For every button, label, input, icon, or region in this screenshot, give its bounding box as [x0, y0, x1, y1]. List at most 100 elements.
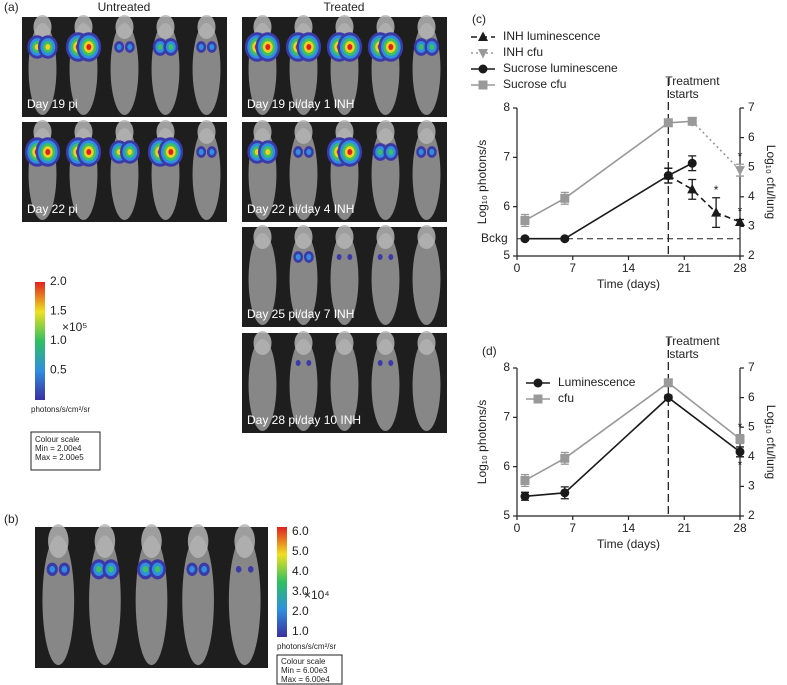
signal	[347, 44, 353, 50]
y2-axis-label: Log₁₀ cfu/lung	[764, 145, 778, 219]
y2-tick-label: 7	[748, 100, 755, 114]
signal	[377, 360, 383, 366]
image-label: Day 25 pi/day 7 INH	[247, 307, 354, 321]
marker	[560, 488, 570, 498]
signal	[388, 44, 394, 50]
scale-box-text: Min = 2.00e4	[35, 444, 82, 453]
colour-bar	[277, 527, 287, 637]
marker	[663, 171, 673, 181]
legend-label: Sucrose luminescene	[503, 61, 618, 75]
scale-unit: photons/s/cm²/sr	[277, 642, 336, 651]
signal	[86, 149, 92, 155]
marker	[663, 393, 673, 403]
signal	[388, 254, 394, 260]
scale-tick-label: 1.0	[292, 624, 309, 638]
signal	[127, 44, 133, 50]
series-line	[667, 174, 741, 223]
y-axis-label: Log₁₀ photons/s	[475, 400, 489, 484]
significance-note: *	[738, 149, 743, 163]
mouse-head	[94, 524, 116, 559]
scale-tick-label: 3.0	[292, 584, 309, 598]
colour-bar	[35, 282, 45, 400]
x-tick-label: 7	[569, 261, 576, 275]
significance-note: *	[714, 183, 719, 197]
signal	[86, 44, 92, 50]
signal	[295, 254, 301, 260]
signal	[429, 44, 435, 50]
series-line	[524, 162, 693, 240]
legend-marker	[478, 31, 488, 41]
legend-label: INH luminescence	[503, 29, 601, 43]
mouse-head	[115, 120, 134, 144]
image-label: Day 19 pi/day 1 INH	[247, 97, 354, 111]
scale-box-text: Max = 2.00e5	[35, 453, 84, 462]
x-axis-label: Time (days)	[597, 277, 660, 291]
scale-tick-label: 1.5	[50, 304, 67, 318]
significance-note: *	[738, 420, 743, 434]
y2-tick-label: 2	[748, 508, 755, 522]
signal	[116, 44, 122, 50]
series-line	[524, 396, 741, 498]
signal	[377, 254, 383, 260]
treatment-label: starts	[669, 87, 698, 101]
mouse	[412, 339, 441, 431]
mouse-head	[376, 120, 395, 144]
marker	[560, 453, 570, 463]
signal	[45, 44, 51, 50]
y-tick-label: 7	[503, 410, 510, 424]
marker	[663, 118, 673, 128]
y2-tick-label: 6	[748, 130, 755, 144]
mouse	[330, 339, 359, 431]
signal	[306, 360, 312, 366]
marker	[687, 116, 697, 126]
signal	[306, 254, 312, 260]
signal	[235, 565, 242, 573]
signal	[347, 254, 353, 260]
mouse-head	[335, 225, 354, 249]
scale-unit: photons/s/cm²/sr	[31, 405, 90, 414]
column-title: Untreated	[98, 0, 151, 14]
mouse-head	[335, 331, 354, 355]
marker	[520, 234, 530, 244]
significance-note: *	[738, 205, 743, 219]
mouse-head	[48, 524, 69, 559]
scale-tick-label: 2.0	[292, 604, 309, 618]
scale-tick-label: 5.0	[292, 544, 309, 558]
series-line	[691, 120, 741, 171]
y2-tick-label: 4	[748, 449, 755, 463]
x-axis-label: Time (days)	[597, 537, 660, 551]
y-tick-label: 8	[503, 100, 510, 114]
mouse-head	[197, 120, 216, 144]
mouse-head	[156, 15, 175, 39]
series-line	[524, 381, 741, 482]
mouse-head	[141, 524, 162, 559]
signal	[108, 565, 114, 573]
y-tick-label: 6	[503, 459, 510, 473]
treatment-label: Treatment	[665, 74, 720, 88]
legend-marker	[478, 64, 488, 74]
marker	[711, 207, 722, 217]
signal	[142, 565, 149, 573]
panel-label: (b)	[4, 512, 19, 526]
legend-marker	[478, 80, 488, 90]
image-label: Day 19 pi	[27, 97, 78, 111]
scale-box	[276, 654, 343, 685]
mouse	[248, 339, 277, 431]
legend-marker	[533, 378, 543, 388]
y-axis-label: Log₁₀ photons/s	[475, 140, 489, 224]
mouse-head	[294, 331, 313, 355]
signal	[388, 360, 394, 366]
marker	[663, 378, 673, 388]
mouse-head	[187, 524, 209, 559]
y-tick-label: 7	[503, 150, 510, 164]
x-tick-label: 7	[569, 521, 576, 535]
signal	[295, 149, 301, 155]
signal	[209, 149, 215, 155]
y2-tick-label: 5	[748, 159, 755, 173]
y-tick-label: 5	[503, 248, 510, 262]
x-tick-label: 0	[514, 521, 521, 535]
scale-box-text: Min = 6.00e3	[281, 666, 328, 675]
legend-marker	[478, 49, 488, 59]
signal	[388, 149, 394, 155]
